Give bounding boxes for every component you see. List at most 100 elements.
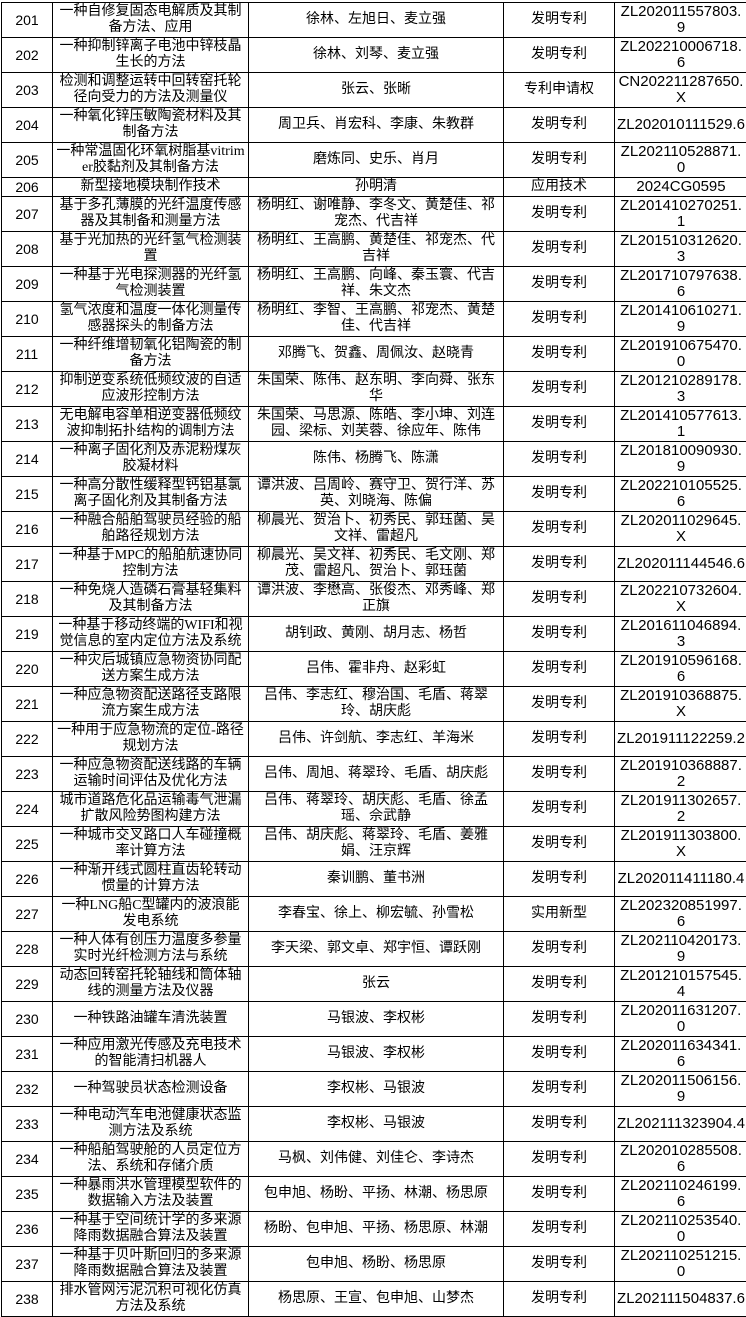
patent-number-cell: ZL202110253540.0 — [615, 1212, 746, 1247]
inventors-cell: 吕伟、胡庆彪、蒋翠玲、毛盾、姜雅娟、汪京辉 — [249, 827, 504, 862]
patent-title-cell: 一种电动汽车电池健康状态监测方法及系统 — [53, 1107, 249, 1142]
row-number-cell: 218 — [2, 582, 53, 617]
inventors-cell: 李权彬、马银波 — [249, 1107, 504, 1142]
inventors-cell: 李春宝、徐上、柳宏毓、孙雪松 — [249, 897, 504, 932]
patent-type-cell: 专利申请权 — [504, 73, 615, 108]
patent-title-cell: 一种驾驶员状态检测设备 — [53, 1072, 249, 1107]
patent-type-cell: 发明专利 — [504, 267, 615, 302]
patent-type-cell: 发明专利 — [504, 337, 615, 372]
patent-type-cell: 发明专利 — [504, 197, 615, 232]
inventors-cell: 李天梁、郭文卓、郑宇恒、谭跃刚 — [249, 932, 504, 967]
patent-number-cell: ZL201910368887.2 — [615, 757, 746, 792]
row-number-cell: 209 — [2, 267, 53, 302]
patent-title-cell: 一种氧化锌压敏陶瓷材料及其制备方法 — [53, 108, 249, 143]
patent-number-cell: ZL201510312620.3 — [615, 232, 746, 267]
patent-number-cell: ZL202210105525.6 — [615, 477, 746, 512]
patent-type-cell: 发明专利 — [504, 547, 615, 582]
patent-number-cell: ZL201410270251.1 — [615, 197, 746, 232]
inventors-cell: 磨炼同、史乐、肖月 — [249, 143, 504, 178]
patent-number-cell: ZL201910368875.X — [615, 687, 746, 722]
row-number-cell: 211 — [2, 337, 53, 372]
row-number-cell: 205 — [2, 143, 53, 178]
patent-title-cell: 动态回转窑托轮轴线和筒体轴线的测量方法及仪器 — [53, 967, 249, 1002]
patent-type-cell: 发明专利 — [504, 652, 615, 687]
patent-type-cell: 发明专利 — [504, 1142, 615, 1177]
patent-number-cell: ZL202011631207.0 — [615, 1002, 746, 1037]
patent-title-cell: 新型接地模块制作技术 — [53, 178, 249, 197]
inventors-cell: 杨明红、谢唯静、李冬文、黄楚佳、祁宠杰、代吉祥 — [249, 197, 504, 232]
patent-number-cell: ZL201210157545.4 — [615, 967, 746, 1002]
row-number-cell: 224 — [2, 792, 53, 827]
patent-title-cell: 一种城市交叉路口人车碰撞概率计算方法 — [53, 827, 249, 862]
patent-type-cell: 发明专利 — [504, 1072, 615, 1107]
patent-type-cell: 发明专利 — [504, 1212, 615, 1247]
inventors-cell: 包申旭、杨盼、平扬、林潮、杨思原 — [249, 1177, 504, 1212]
row-number-cell: 223 — [2, 757, 53, 792]
inventors-cell: 张云 — [249, 967, 504, 1002]
patent-number-cell: ZL201810090930.9 — [615, 442, 746, 477]
inventors-cell: 杨盼、包申旭、平扬、杨思原、林潮 — [249, 1212, 504, 1247]
inventors-cell: 吕伟、蒋翠玲、胡庆彪、毛盾、徐孟瑶、佘武静 — [249, 792, 504, 827]
patent-title-cell: 一种基于贝叶斯回归的多来源降雨数据融合算法及装置 — [53, 1247, 249, 1282]
row-number-cell: 206 — [2, 178, 53, 197]
row-number-cell: 213 — [2, 407, 53, 442]
row-number-cell: 201 — [2, 3, 53, 38]
inventors-cell: 吕伟、李志红、穆治国、毛盾、蒋翠玲、胡庆彪 — [249, 687, 504, 722]
patent-number-cell: ZL202110420173.9 — [615, 932, 746, 967]
inventors-cell: 邓腾飞、贺鑫、周佩汝、赵晓青 — [249, 337, 504, 372]
patent-type-cell: 发明专利 — [504, 442, 615, 477]
patent-number-cell: ZL202011144546.6 — [615, 547, 746, 582]
patent-number-cell: ZL201611046894.3 — [615, 617, 746, 652]
inventors-cell: 周卫兵、肖宏科、李康、朱教群 — [249, 108, 504, 143]
row-number-cell: 212 — [2, 372, 53, 407]
patent-type-cell: 发明专利 — [504, 232, 615, 267]
patent-title-cell: 一种抑制锌离子电池中锌枝晶生长的方法 — [53, 38, 249, 73]
patent-number-cell: ZL201910596168.6 — [615, 652, 746, 687]
patent-number-cell: ZL201210289178.3 — [615, 372, 746, 407]
patent-title-cell: 一种应急物资配送线路的车辆运输时间评估及优化方法 — [53, 757, 249, 792]
inventors-cell: 胡钊政、黄刚、胡月志、杨哲 — [249, 617, 504, 652]
row-number-cell: 227 — [2, 897, 53, 932]
patent-number-cell: ZL201911302657.2 — [615, 792, 746, 827]
patent-type-cell: 发明专利 — [504, 1002, 615, 1037]
row-number-cell: 219 — [2, 617, 53, 652]
row-number-cell: 204 — [2, 108, 53, 143]
row-number-cell: 226 — [2, 862, 53, 897]
row-number-cell: 203 — [2, 73, 53, 108]
patent-type-cell: 发明专利 — [504, 512, 615, 547]
row-number-cell: 202 — [2, 38, 53, 73]
patent-title-cell: 一种用于应急物流的定位-路径规划方法 — [53, 722, 249, 757]
patent-type-cell: 发明专利 — [504, 827, 615, 862]
row-number-cell: 233 — [2, 1107, 53, 1142]
row-number-cell: 232 — [2, 1072, 53, 1107]
patent-number-cell: CN202211287650.X — [615, 73, 746, 108]
row-number-cell: 216 — [2, 512, 53, 547]
patent-type-cell: 发明专利 — [504, 932, 615, 967]
patent-type-cell: 发明专利 — [504, 967, 615, 1002]
patent-type-cell: 发明专利 — [504, 407, 615, 442]
patent-title-cell: 基于多孔薄膜的光纤温度传感器及其制备和测量方法 — [53, 197, 249, 232]
row-number-cell: 234 — [2, 1142, 53, 1177]
patent-title-cell: 一种应用激光传感及充电技术的智能清扫机器人 — [53, 1037, 249, 1072]
patent-title-cell: 一种免烧人造磷石膏基轻集料及其制备方法 — [53, 582, 249, 617]
patent-number-cell: ZL202011029645.X — [615, 512, 746, 547]
inventors-cell: 杨思原、王宣、包申旭、山梦杰 — [249, 1282, 504, 1317]
inventors-cell: 谭洪波、吕周岭、赛守卫、贺行洋、苏英、刘晓海、陈偏 — [249, 477, 504, 512]
inventors-cell: 徐林、刘琴、麦立强 — [249, 38, 504, 73]
inventors-cell: 包申旭、杨盼、杨思原 — [249, 1247, 504, 1282]
